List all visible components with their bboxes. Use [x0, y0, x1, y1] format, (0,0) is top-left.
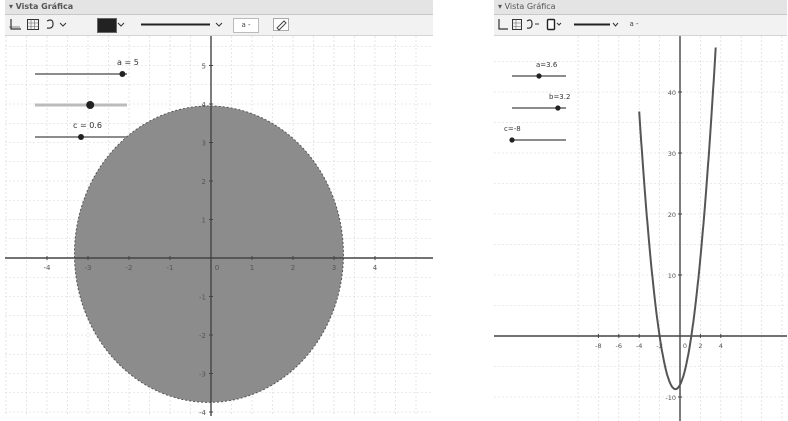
x-tick-label: -4: [44, 264, 52, 272]
y-tick-label: 10: [668, 272, 676, 280]
x-tick-label: 2: [291, 264, 295, 272]
slider-knob: [119, 71, 126, 77]
slider-label: c = 0.6: [73, 121, 102, 130]
parabola-curve: [638, 47, 717, 391]
size-dropdown[interactable]: a -: [629, 20, 639, 28]
color-swatch[interactable]: [97, 18, 117, 33]
slider-knob: [509, 137, 515, 143]
x-tick-label: 4: [719, 342, 723, 350]
x-tick-label: -2: [126, 264, 133, 272]
grid-icon[interactable]: [511, 18, 523, 31]
view-title: Vista Gráfica: [504, 2, 556, 11]
view-title-bar[interactable]: ▾ Vista Gráfica: [494, 0, 787, 15]
chevron-down-icon[interactable]: [116, 18, 126, 31]
y-tick-label: -3: [199, 371, 206, 379]
view-title-bar[interactable]: ▾ Vista Gráfica: [5, 0, 433, 15]
y-tick-label: 5: [202, 63, 206, 71]
y-tick-label: 3: [202, 140, 206, 148]
x-tick-label: -1: [167, 264, 174, 272]
x-tick-label: 2: [698, 342, 702, 350]
shaded-region: [73, 105, 344, 403]
x-tick-label: 0: [215, 264, 219, 272]
x-tick-label: 3: [332, 264, 336, 272]
color-box-icon[interactable]: [546, 18, 562, 31]
y-tick-label: -2: [199, 332, 206, 340]
x-tick-label: -4: [636, 342, 642, 350]
y-tick-label: -1: [199, 294, 206, 302]
slider-label: a=3.6: [536, 61, 558, 69]
y-tick-label: 30: [668, 150, 676, 158]
axes-icon[interactable]: [497, 18, 509, 31]
graphics-view-right: ▾ Vista Gráfica a - -8 -6 -4 -2 0 2 4 40 30 20 10-…: [494, 0, 787, 421]
graphics-view-left: ▾ Vista Gráfica a - -4 -3 -2 -1 0 1 2 3 4 5 4 3 2 1 -1…: [5, 0, 433, 416]
y-tick-label: 20: [668, 211, 676, 219]
line-style-dropdown[interactable]: [572, 18, 620, 31]
slider-knob: [78, 134, 84, 140]
y-tick-label: 40: [668, 89, 676, 97]
size-dropdown[interactable]: a -: [233, 18, 259, 33]
x-tick-label: -6: [616, 342, 622, 350]
pencil-icon[interactable]: [273, 18, 289, 31]
slider-knob: [86, 101, 95, 109]
line-style-dropdown[interactable]: [138, 18, 228, 31]
collapse-icon[interactable]: ▾: [9, 2, 14, 11]
y-tick-label: 2: [202, 178, 206, 186]
slider-label: c=-8: [504, 125, 521, 133]
style-toolbar: a -: [5, 15, 433, 36]
grid-icon[interactable]: [26, 18, 40, 31]
x-tick-label: 4: [373, 264, 378, 272]
x-tick-label: -2: [656, 342, 662, 350]
slider-knob: [536, 73, 542, 79]
x-tick-label: 1: [250, 264, 254, 272]
y-tick-label: 4: [202, 101, 207, 109]
slider-label: b=3.2: [549, 93, 570, 101]
graph-canvas-left[interactable]: -4 -3 -2 -1 0 1 2 3 4 5 4 3 2 1 -1 -2 -3 -4 a = 5 c = 0.6: [5, 36, 433, 416]
view-title: Vista Gráfica: [15, 2, 74, 11]
x-tick-label: -3: [85, 264, 92, 272]
collapse-icon[interactable]: ▾: [498, 2, 503, 11]
y-tick-label: -4: [199, 409, 207, 416]
x-tick-label: 0: [683, 342, 687, 350]
slider-label: a = 5: [117, 58, 139, 67]
y-tick-label: -10: [665, 394, 676, 402]
plot-area-right[interactable]: -8 -6 -4 -2 0 2 4 40 30 20 10 -10 a=3.6 b=3.2 c=-8: [494, 36, 787, 421]
plot-area-left[interactable]: -4 -3 -2 -1 0 1 2 3 4 5 4 3 2 1 -1 -2 -3 -4 a = 5 c = 0.6: [5, 36, 433, 416]
axes-icon[interactable]: [8, 18, 22, 31]
point-capture-icon[interactable]: [44, 18, 70, 31]
slider-knob: [555, 105, 561, 111]
style-toolbar: a -: [494, 15, 787, 36]
point-capture-icon[interactable]: [525, 18, 541, 31]
graph-canvas-right[interactable]: -8 -6 -4 -2 0 2 4 40 30 20 10 -10 a=3.6 b=3.2 c=-8: [494, 36, 787, 421]
x-tick-label: -8: [595, 342, 601, 350]
y-tick-label: 1: [202, 217, 206, 225]
